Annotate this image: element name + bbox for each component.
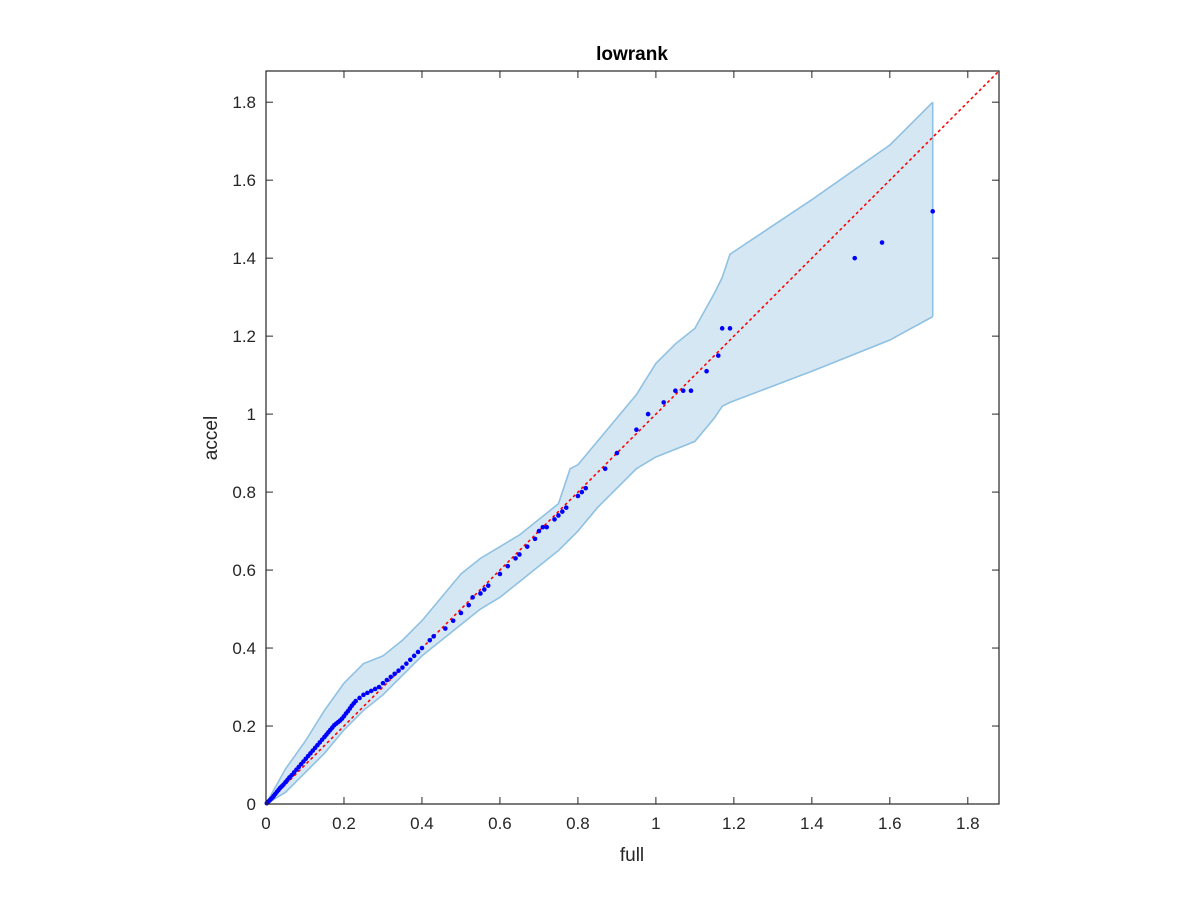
data-point xyxy=(485,583,491,588)
data-point xyxy=(673,388,678,394)
data-point xyxy=(540,524,546,530)
data-point xyxy=(552,517,557,522)
y-tick-label: 0.2 xyxy=(232,717,256,736)
data-point xyxy=(400,665,405,670)
x-tick-label: 1.4 xyxy=(800,814,824,833)
data-point xyxy=(368,688,374,694)
x-tick-label: 0.6 xyxy=(488,814,512,833)
data-point xyxy=(384,677,390,683)
y-axis-label: accel xyxy=(201,416,222,460)
data-point xyxy=(517,552,522,557)
y-tick-label: 1.6 xyxy=(232,171,256,190)
data-point xyxy=(704,368,709,374)
x-tick-label: 1.6 xyxy=(878,814,902,833)
band-upper-edge xyxy=(265,101,934,805)
data-point xyxy=(579,489,585,495)
data-point xyxy=(645,411,651,417)
data-point xyxy=(376,684,382,690)
data-point xyxy=(450,618,456,624)
x-tick-label: 1 xyxy=(651,814,660,833)
y-tick-label: 1 xyxy=(247,405,256,424)
axes-frame xyxy=(265,70,1000,805)
data-point xyxy=(544,524,550,530)
x-axis-ticks: 0 0.2 0.4 0.6 0.8 1 1.2 1.4 1.6 1.8 xyxy=(261,71,980,833)
y-tick-label: 1.4 xyxy=(232,249,256,268)
data-point xyxy=(575,493,581,499)
data-point xyxy=(353,698,358,704)
data-point xyxy=(419,645,425,651)
data-point xyxy=(852,255,858,261)
data-point xyxy=(357,695,362,701)
data-point xyxy=(513,556,518,561)
data-point xyxy=(415,649,421,655)
data-point xyxy=(560,509,565,514)
x-tick-label: 0 xyxy=(261,814,270,833)
x-tick-label: 1.2 xyxy=(722,814,746,833)
data-point xyxy=(392,671,397,677)
data-point xyxy=(532,536,538,542)
x-tick-label: 0.2 xyxy=(332,814,356,833)
data-point xyxy=(482,587,487,592)
data-point xyxy=(407,657,413,663)
plot-frame xyxy=(265,70,1000,805)
data-point xyxy=(427,637,433,643)
data-point xyxy=(634,427,639,433)
data-point xyxy=(719,326,725,331)
reference-line xyxy=(265,70,1000,805)
y-tick-label: 1.8 xyxy=(232,93,256,112)
chart-title: lowrank xyxy=(596,44,668,65)
data-point xyxy=(431,634,436,639)
data-point xyxy=(524,544,530,549)
reference-line-group xyxy=(265,70,1000,805)
x-tick-label: 0.4 xyxy=(410,814,434,833)
y-tick-label: 0 xyxy=(247,795,256,814)
data-point xyxy=(443,626,448,631)
y-tick-label: 0.8 xyxy=(232,483,256,502)
confidence-band xyxy=(265,101,934,805)
data-point xyxy=(380,680,386,686)
scatter-points xyxy=(264,209,936,806)
data-point xyxy=(361,692,366,698)
data-point xyxy=(411,653,417,659)
data-point xyxy=(727,326,733,331)
x-tick-label: 1.8 xyxy=(956,814,980,833)
data-point xyxy=(470,595,475,600)
x-axis-label: full xyxy=(620,845,644,866)
y-tick-label: 0.4 xyxy=(232,639,256,658)
x-tick-label: 0.8 xyxy=(566,814,590,833)
band-fill xyxy=(266,102,933,805)
y-tick-label: 1.2 xyxy=(232,327,256,346)
band-lower-edge xyxy=(265,315,934,805)
data-point xyxy=(583,485,589,491)
data-point xyxy=(404,661,409,666)
data-point xyxy=(688,388,694,394)
y-axis-ticks: 0 0.2 0.4 0.6 0.8 1 1.2 1.4 1.6 1.8 xyxy=(232,93,999,814)
data-point xyxy=(497,571,503,577)
data-point xyxy=(466,602,472,608)
data-point xyxy=(478,591,483,596)
data-point xyxy=(680,388,686,394)
data-point xyxy=(879,240,885,245)
data-point xyxy=(505,563,511,569)
y-tick-label: 0.6 xyxy=(232,561,256,580)
data-point xyxy=(365,690,370,696)
data-point xyxy=(602,466,608,471)
data-point xyxy=(396,668,401,673)
data-point xyxy=(536,528,542,534)
data-point xyxy=(372,686,378,692)
data-point xyxy=(388,674,394,680)
data-point xyxy=(563,505,569,510)
data-point xyxy=(661,400,666,405)
data-point xyxy=(614,450,620,456)
data-point xyxy=(458,610,464,616)
data-point xyxy=(556,513,561,518)
data-point xyxy=(715,353,721,358)
data-point xyxy=(930,209,936,214)
